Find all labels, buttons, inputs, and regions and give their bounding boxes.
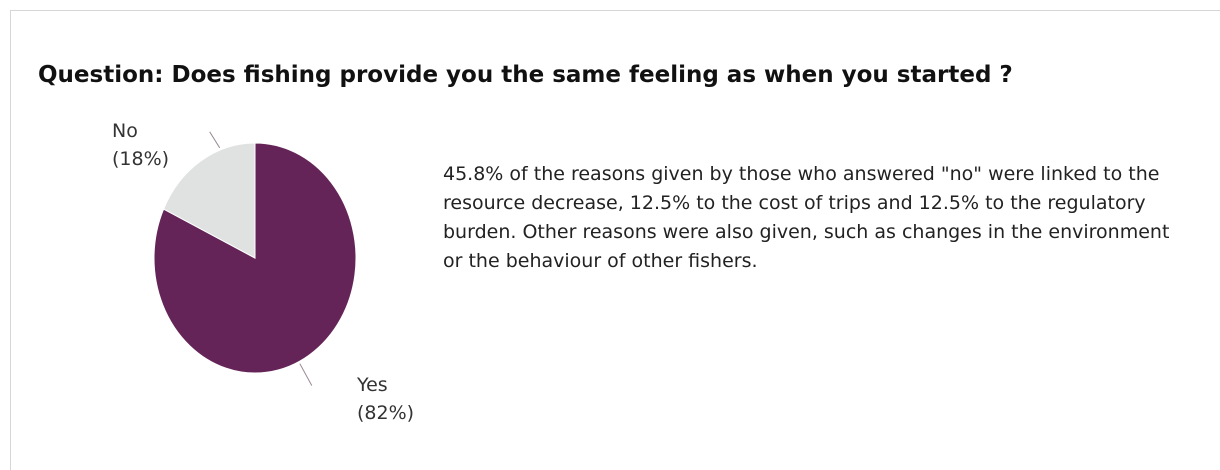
chart: Yes (82%) No (18%) — [112, 120, 414, 424]
panel-frame — [10, 10, 1220, 470]
page: Question: Does fishing provide you the s… — [10, 10, 1220, 470]
leader-line — [209, 131, 221, 149]
pie-slice — [162, 142, 256, 259]
leader-line — [299, 363, 313, 386]
slice-label: No — [112, 120, 138, 142]
slice-label: Yes — [356, 374, 388, 396]
chart-title: Question: Does fishing provide you the s… — [38, 62, 1013, 88]
slice-value-label: (18%) — [112, 148, 169, 170]
slice-value-label: (82%) — [357, 402, 414, 424]
annotation: 45.8% of the reasons given by those who … — [443, 163, 1170, 272]
